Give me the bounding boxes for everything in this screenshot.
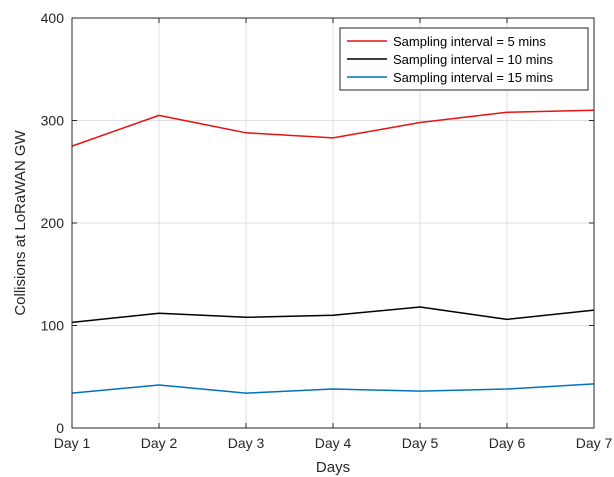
x-tick-label: Day 5 [402,435,439,451]
legend-label: Sampling interval = 15 mins [393,70,554,85]
x-axis-label: Days [316,459,350,476]
legend-label: Sampling interval = 10 mins [393,52,554,67]
x-tick-label: Day 1 [54,435,91,451]
x-tick-label: Day 2 [141,435,178,451]
series-lines [71,109,595,394]
y-tick-label: 400 [41,10,65,26]
x-tick-label: Day 3 [228,435,265,451]
legend-label: Sampling interval = 5 mins [393,34,546,49]
y-axis-label: Collisions at LoRaWAN GW [12,129,29,315]
y-tick-label: 200 [41,215,65,231]
y-axis-ticks: 0 100 200 300 400 [41,10,594,436]
y-tick-label: 100 [41,318,65,334]
x-tick-label: Day 7 [576,435,613,451]
legend: Sampling interval = 5 mins Sampling inter… [339,27,589,91]
x-tick-label: Day 4 [315,435,352,451]
y-tick-label: 0 [56,420,64,436]
x-tick-label: Day 6 [489,435,526,451]
x-axis-ticks: Day 1 Day 2 Day 3 Day 4 Day 5 Day 6 Day 7 [54,18,613,451]
y-tick-label: 300 [41,113,65,129]
